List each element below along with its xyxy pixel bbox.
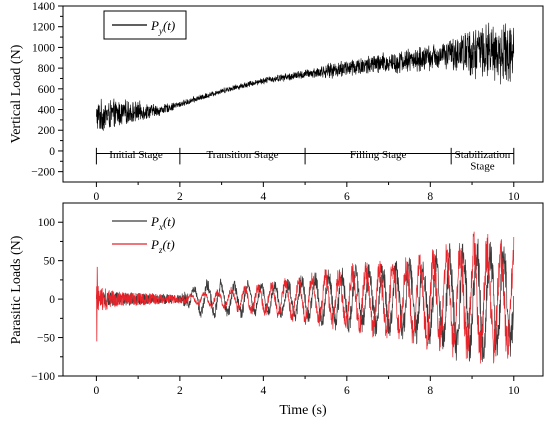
bottom-y-axis-label: Parasitic Loads (N) [9,235,24,344]
series-spike-pz [96,266,99,342]
bottom-y-tick-label: 100 [38,217,56,229]
vertical-load-panel: 0 2 4 6 8 10 −200 0 200 400 600 800 1000 1200 1400 Ini… [9,1,544,203]
top-x-tick-label: 10 [508,191,520,203]
bottom-series-group [96,231,515,364]
bottom-y-tick-label: −50 [37,333,55,345]
stage-label: Stabilization [455,149,511,161]
top-x-tick-label: 0 [94,191,100,203]
series-line-pz [96,231,515,364]
top-x-tick-label: 6 [344,191,350,203]
bottom-legend: Px(t) Pz(t) [112,214,175,255]
bottom-y-tick-label: −100 [31,371,55,383]
stage-label: Stage [470,161,495,173]
top-ticks: 0 2 4 6 8 10 −200 0 200 400 600 800 1000 1200 1400 [31,1,520,203]
stage-label: Initial Stage [109,149,163,161]
stage-boundaries [95,147,515,165]
bottom-x-tick-label: 6 [344,385,350,397]
bottom-x-tick-label: 4 [260,385,266,397]
parasitic-loads-panel: 0 2 4 6 8 10 −100 −50 0 50 100 Parasitic Loads (N)… [9,202,544,418]
x-axis-label: Time (s) [279,403,327,418]
top-x-tick-label: 8 [427,191,433,203]
bottom-plot-frame [62,202,544,377]
top-series-group [96,22,515,131]
legend-label-py: Py(t) [150,18,175,36]
top-x-tick-label: 4 [260,191,266,203]
legend-label-px: Px(t) [150,214,175,232]
bottom-x-tick-label: 2 [177,385,183,397]
top-y-tick-label: 800 [38,63,56,75]
top-y-tick-label: 1200 [32,22,55,34]
top-y-tick-label: −200 [31,167,55,179]
top-y-tick-label: 0 [49,146,55,158]
bottom-y-tick-label: 0 [49,294,55,306]
stage-labels: Initial Stage Transition Stage Filling Sta… [109,149,510,172]
top-legend: Py(t) [103,10,187,40]
bottom-x-tick-label: 0 [94,385,100,397]
bottom-x-tick-label: 10 [508,385,520,397]
bottom-ticks: 0 2 4 6 8 10 −100 −50 0 50 100 [31,217,520,397]
series-line-py [96,22,515,131]
top-x-tick-label: 2 [177,191,183,203]
legend-label-pz: Pz(t) [150,237,175,255]
top-y-tick-label: 1400 [32,1,55,13]
top-y-tick-label: 600 [38,84,56,96]
top-plot-frame [62,5,544,183]
top-y-tick-label: 200 [38,125,56,137]
top-y-tick-label: 1000 [32,42,55,54]
top-y-axis-label: Vertical Load (N) [9,44,24,143]
series-line-px [96,238,515,362]
bottom-x-tick-label: 8 [427,385,433,397]
top-y-tick-label: 400 [38,105,56,117]
bottom-y-tick-label: 50 [44,256,56,268]
stage-label: Filling Stage [350,149,407,161]
stage-label: Transition Stage [206,149,278,161]
